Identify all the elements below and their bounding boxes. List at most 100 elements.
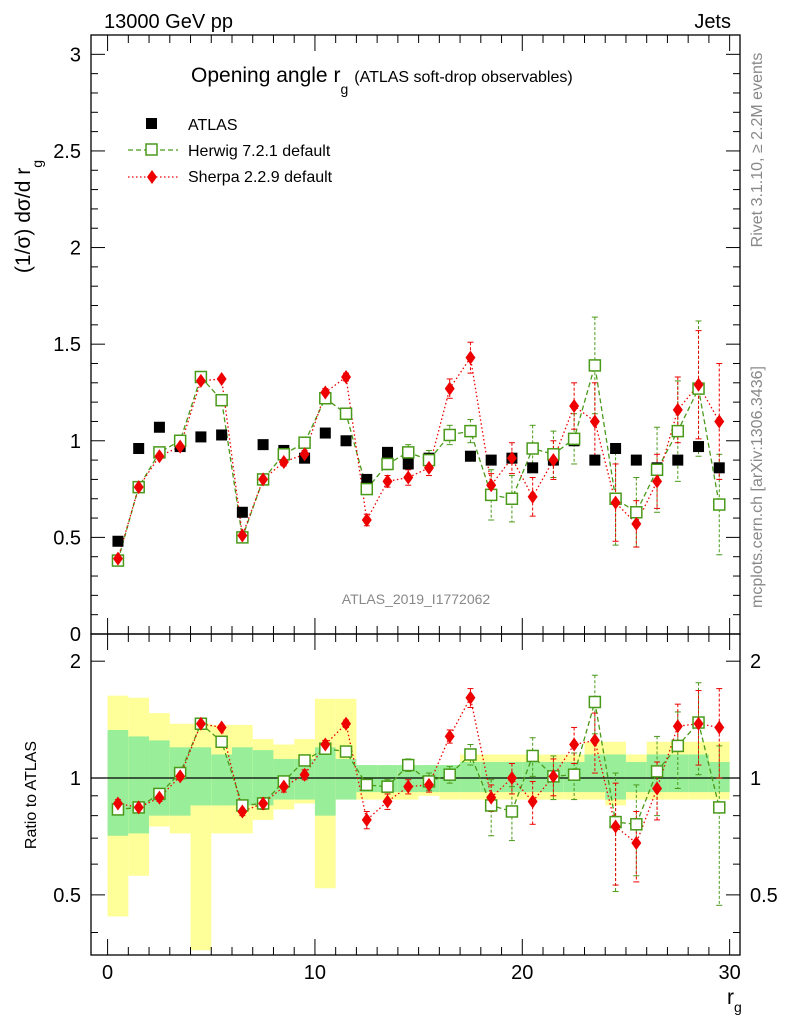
main-panel-series (111, 316, 726, 567)
herwig-point (443, 428, 456, 442)
sherpa-point (133, 480, 144, 495)
herwig-ratio-line (117, 701, 720, 825)
herwig-point (298, 436, 311, 449)
chart-title-suffix: (ATLAS soft-drop observables) (354, 69, 572, 86)
y-tick-label: 3 (70, 44, 81, 66)
herwig-point (360, 482, 374, 496)
sherpa-ratio-point (112, 796, 123, 811)
ratio-tick-label-left: 2 (70, 651, 81, 673)
herwig-ratio-point (713, 801, 726, 814)
atlas-point (402, 458, 414, 470)
sherpa-ratio-point (320, 737, 331, 752)
ratio-tick-label-right: 1 (750, 768, 761, 790)
sherpa-point (278, 455, 289, 470)
sherpa-point (672, 402, 683, 417)
sherpa-ratio-point (195, 716, 206, 731)
herwig-point (671, 424, 685, 438)
herwig-point (339, 407, 353, 420)
sherpa-ratio-point (589, 733, 600, 748)
herwig-point (464, 424, 477, 438)
herwig-ratio-point (464, 748, 477, 761)
process-label: Jets (694, 11, 731, 33)
ratio-axis-label: Ratio to ATLAS (23, 741, 40, 849)
herwig-ratio-point (339, 745, 353, 758)
herwig-ratio-point (401, 758, 415, 772)
sherpa-point (527, 489, 538, 504)
herwig-point (650, 463, 664, 477)
stat-uncertainty-band (211, 754, 232, 806)
herwig-ratio-point (671, 739, 685, 753)
sherpa-ratio-point (258, 796, 269, 811)
legend: ATLAS Herwig 7.2.1 default Sherpa 2.2.9 … (128, 117, 333, 186)
atlas-point (672, 454, 684, 466)
sherpa-point (693, 377, 704, 392)
atlas-point (485, 454, 497, 466)
legend-label-atlas: ATLAS (188, 117, 238, 134)
stat-uncertainty-band (231, 747, 253, 806)
sherpa-ratio-point (299, 767, 310, 782)
ratio-uncertainty-bands (91, 695, 740, 951)
herwig-point (505, 492, 519, 505)
atlas-point (216, 429, 228, 441)
sherpa-ratio-point (631, 836, 642, 851)
sherpa-point (486, 478, 497, 493)
sherpa-point (652, 474, 663, 489)
ratio-tick-label-left: 1 (70, 768, 81, 790)
mcplots-label: mcplots.cern.ch [arXiv:1306.3436] (749, 366, 766, 608)
sherpa-point (341, 370, 352, 385)
legend-marker-atlas (146, 118, 157, 129)
herwig-point (526, 442, 539, 455)
sherpa-ratio-line (117, 695, 720, 845)
herwig-ratio-point (588, 695, 602, 709)
herwig-point (381, 457, 394, 471)
sherpa-ratio-point (465, 690, 476, 705)
chart-title: Opening angle rg(ATLAS soft-drop observa… (191, 64, 573, 97)
analysis-id: ATLAS_2019_I1772062 (342, 591, 491, 607)
atlas-point (195, 431, 207, 443)
herwig-ratio-point (381, 780, 394, 793)
sherpa-point (361, 512, 372, 527)
ratio-tick-label-right: 0.5 (750, 885, 778, 907)
stat-uncertainty-band (190, 747, 212, 806)
ratio-panel-ticks: 0 10 20 30 0.5 0.5 1 1 2 2 (53, 634, 778, 984)
atlas-point (464, 450, 476, 462)
sherpa-point (631, 516, 642, 531)
sherpa-point (610, 495, 621, 510)
atlas-point (340, 435, 352, 447)
atlas-point (382, 446, 394, 458)
sherpa-ratio-point (486, 790, 497, 805)
sherpa-point (589, 414, 600, 429)
legend-label-herwig: Herwig 7.2.1 default (188, 143, 331, 160)
atlas-point (236, 506, 248, 518)
herwig-point (401, 446, 415, 459)
herwig-ratio-point (567, 768, 581, 781)
sherpa-ratio-point (175, 769, 186, 784)
sherpa-ratio-point (216, 720, 227, 735)
atlas-point (153, 421, 165, 433)
herwig-point (588, 359, 602, 372)
legend-marker-sherpa (147, 170, 157, 184)
x-axis-label: rg (727, 986, 742, 1015)
ratio-tick-label-left: 0.5 (53, 885, 81, 907)
stat-uncertainty-band (107, 729, 129, 836)
sherpa-ratio-point (361, 812, 372, 827)
herwig-ratio-point (505, 805, 519, 818)
stat-uncertainty-band (605, 754, 626, 800)
legend-marker-herwig (145, 143, 158, 156)
ratio-panel-frame (90, 633, 741, 956)
sherpa-point (382, 474, 393, 489)
y-tick-label: 0 (70, 624, 81, 646)
sherpa-point (403, 470, 414, 485)
sherpa-point (237, 528, 248, 543)
sherpa-ratio-point (423, 777, 434, 792)
sherpa-ratio-point (506, 771, 517, 786)
herwig-ratio-point (526, 749, 539, 763)
herwig-ratio-point (443, 768, 456, 781)
y-axis-label: (1/σ) dσ/d rg (12, 160, 45, 273)
atlas-point (319, 427, 331, 439)
stat-uncertainty-band (335, 758, 357, 800)
x-axis-label-sub: g (734, 999, 742, 1015)
sherpa-point (216, 371, 227, 386)
atlas-point (610, 443, 622, 455)
sherpa-ratio-point (237, 804, 248, 819)
